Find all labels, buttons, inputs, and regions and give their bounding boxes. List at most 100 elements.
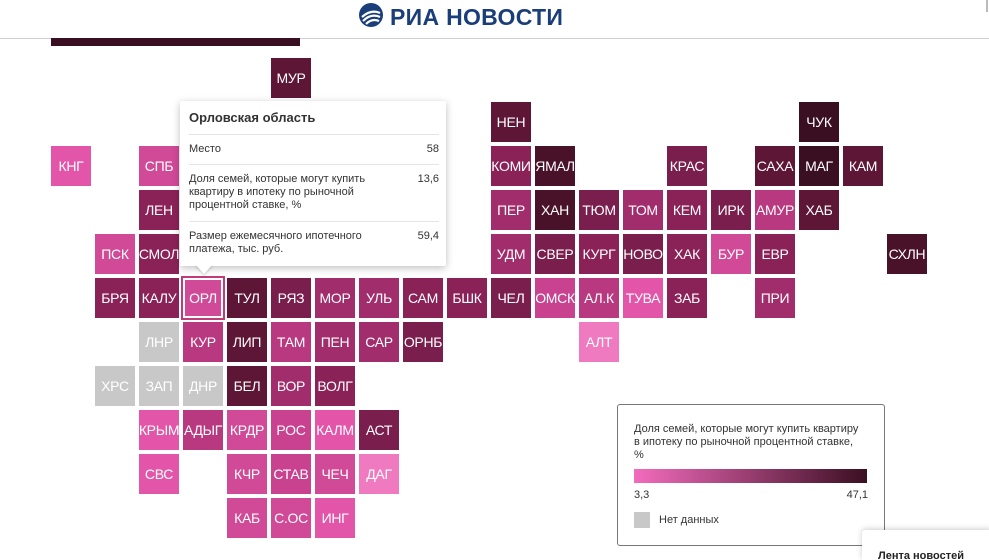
region-tile[interactable]: КУР [183, 322, 223, 362]
region-tile[interactable]: КНГ [51, 146, 91, 186]
color-legend: Доля семей, которые могут купить квартир… [617, 404, 885, 546]
region-tile[interactable]: ХРС [95, 366, 135, 406]
region-tile[interactable]: ТЮМ [579, 190, 619, 230]
no-data-label: Нет данных [659, 514, 719, 526]
brand-name: РИА НОВОСТИ [390, 3, 564, 30]
region-tile[interactable]: СВС [139, 454, 179, 494]
region-tile[interactable]: КАЛМ [315, 410, 355, 450]
region-tile[interactable]: СВЕР [535, 234, 575, 274]
news-feed-label: Лента новостей [878, 550, 964, 560]
region-tile[interactable]: АСТ [359, 410, 399, 450]
region-tile[interactable]: САР [359, 322, 399, 362]
region-tile[interactable]: ЯМАЛ [535, 146, 575, 186]
region-tile[interactable]: СМОЛ [139, 234, 179, 274]
region-tile[interactable]: УЛЬ [359, 278, 399, 318]
tooltip-label: Доля семей, которые могут купить квартир… [189, 173, 366, 211]
region-tile[interactable]: КАМ [843, 146, 883, 186]
legend-max-value: 47,1 [846, 489, 868, 501]
chart-header-bar [51, 38, 300, 46]
region-tile[interactable]: БУР [711, 234, 751, 274]
region-tile[interactable]: ЧУК [799, 102, 839, 142]
region-tile[interactable]: МАГ [799, 146, 839, 186]
region-tile[interactable]: МУР [271, 58, 311, 98]
region-tile[interactable]: ДАГ [359, 454, 399, 494]
legend-title: Доля семей, которые могут купить квартир… [634, 423, 859, 461]
region-tile[interactable]: НОВО [623, 234, 663, 274]
region-tile[interactable]: ЛЕН [139, 190, 179, 230]
region-tile[interactable]: ХАК [667, 234, 707, 274]
region-tile[interactable]: КЧР [227, 454, 267, 494]
tooltip-row-payment: Размер ежемесячного ипотечного платежа, … [189, 221, 439, 262]
region-tile[interactable]: ИРК [711, 190, 751, 230]
region-tile[interactable]: РОС [271, 410, 311, 450]
top-bar: РИА НОВОСТИ [0, 0, 989, 39]
region-tile[interactable]: ЧЕЛ [491, 278, 531, 318]
region-tile[interactable]: ЗАБ [667, 278, 707, 318]
region-tile[interactable]: КАЛУ [139, 278, 179, 318]
region-tile[interactable]: УДМ [491, 234, 531, 274]
region-tile[interactable]: НЕН [491, 102, 531, 142]
region-tile[interactable]: РЯЗ [271, 278, 311, 318]
region-tile[interactable]: С.ОС [271, 498, 311, 538]
region-tooltip: Орловская область Место 58 Доля семей, к… [180, 101, 446, 266]
region-tile[interactable]: ВОЛГ [315, 366, 355, 406]
region-tile[interactable]: ПСК [95, 234, 135, 274]
region-tile[interactable]: АДЫГ [183, 410, 223, 450]
tooltip-row-rank: Место 58 [189, 134, 439, 165]
region-tile[interactable]: САМ [403, 278, 443, 318]
tooltip-value: 58 [426, 143, 439, 155]
legend-gradient-bar [634, 469, 867, 483]
tooltip-title: Орловская область [189, 110, 316, 125]
region-tile[interactable]: ИНГ [315, 498, 355, 538]
region-tile[interactable]: БРЯ [95, 278, 135, 318]
region-tile[interactable]: ТАМ [271, 322, 311, 362]
region-tile[interactable]: СТАВ [271, 454, 311, 494]
region-tile[interactable]: БШК [447, 278, 487, 318]
region-tile[interactable]: МОР [315, 278, 355, 318]
region-tile[interactable]: КЕМ [667, 190, 707, 230]
region-tile[interactable]: КОМИ [491, 146, 531, 186]
region-tile[interactable]: ТУВА [623, 278, 663, 318]
region-tile[interactable]: ЗАП [139, 366, 179, 406]
region-tile[interactable]: ЛИП [227, 322, 267, 362]
tooltip-label: Место [189, 143, 221, 155]
region-tile[interactable]: ХАБ [799, 190, 839, 230]
region-tile[interactable]: ЧЕЧ [315, 454, 355, 494]
legend-min-value: 3,3 [634, 489, 650, 501]
region-tile[interactable]: ОРНБ [403, 322, 443, 362]
tooltip-value: 59,4 [417, 230, 439, 242]
region-tile[interactable]: ХАН [535, 190, 575, 230]
region-tile[interactable]: КУРГ [579, 234, 619, 274]
region-tile[interactable]: КРАС [667, 146, 707, 186]
tooltip-pointer [195, 264, 213, 274]
region-tile[interactable]: АЛТ [579, 322, 619, 362]
region-tile[interactable]: ПЕР [491, 190, 531, 230]
region-tile[interactable]: ПРИ [755, 278, 795, 318]
region-tile[interactable]: БЕЛ [227, 366, 267, 406]
region-tile[interactable]: ТОМ [623, 190, 663, 230]
region-tile[interactable]: САХА [755, 146, 795, 186]
region-tile[interactable]: СХЛН [887, 234, 927, 274]
region-tile[interactable]: АЛ.К [579, 278, 619, 318]
brand-logo[interactable]: РИА НОВОСТИ [358, 2, 563, 32]
region-tile[interactable]: ОРЛ [181, 276, 225, 320]
no-data-swatch [634, 512, 650, 528]
region-tile[interactable]: ОМСК [535, 278, 575, 318]
region-tile[interactable]: ЛНР [139, 322, 179, 362]
region-tile[interactable]: ЕВР [755, 234, 795, 274]
tooltip-label: Размер ежемесячного ипотечного платежа, … [189, 230, 362, 255]
region-tile[interactable]: ТУЛ [227, 278, 267, 318]
ria-logo-icon [358, 2, 384, 33]
region-tile[interactable]: ПЕН [315, 322, 355, 362]
scroll-edge-marker [986, 0, 988, 12]
region-tile[interactable]: СПБ [139, 146, 179, 186]
region-tile[interactable]: КРЫМ [139, 410, 179, 450]
region-tile[interactable]: ДНР [183, 366, 223, 406]
news-feed-panel[interactable]: Лента новостей [862, 530, 989, 560]
region-tile[interactable]: ВОР [271, 366, 311, 406]
region-tile[interactable]: АМУР [755, 190, 795, 230]
region-tile[interactable]: КРДР [227, 410, 267, 450]
tooltip-row-share: Доля семей, которые могут купить квартир… [189, 164, 439, 222]
tooltip-value: 13,6 [417, 173, 439, 185]
region-tile[interactable]: КАБ [227, 498, 267, 538]
